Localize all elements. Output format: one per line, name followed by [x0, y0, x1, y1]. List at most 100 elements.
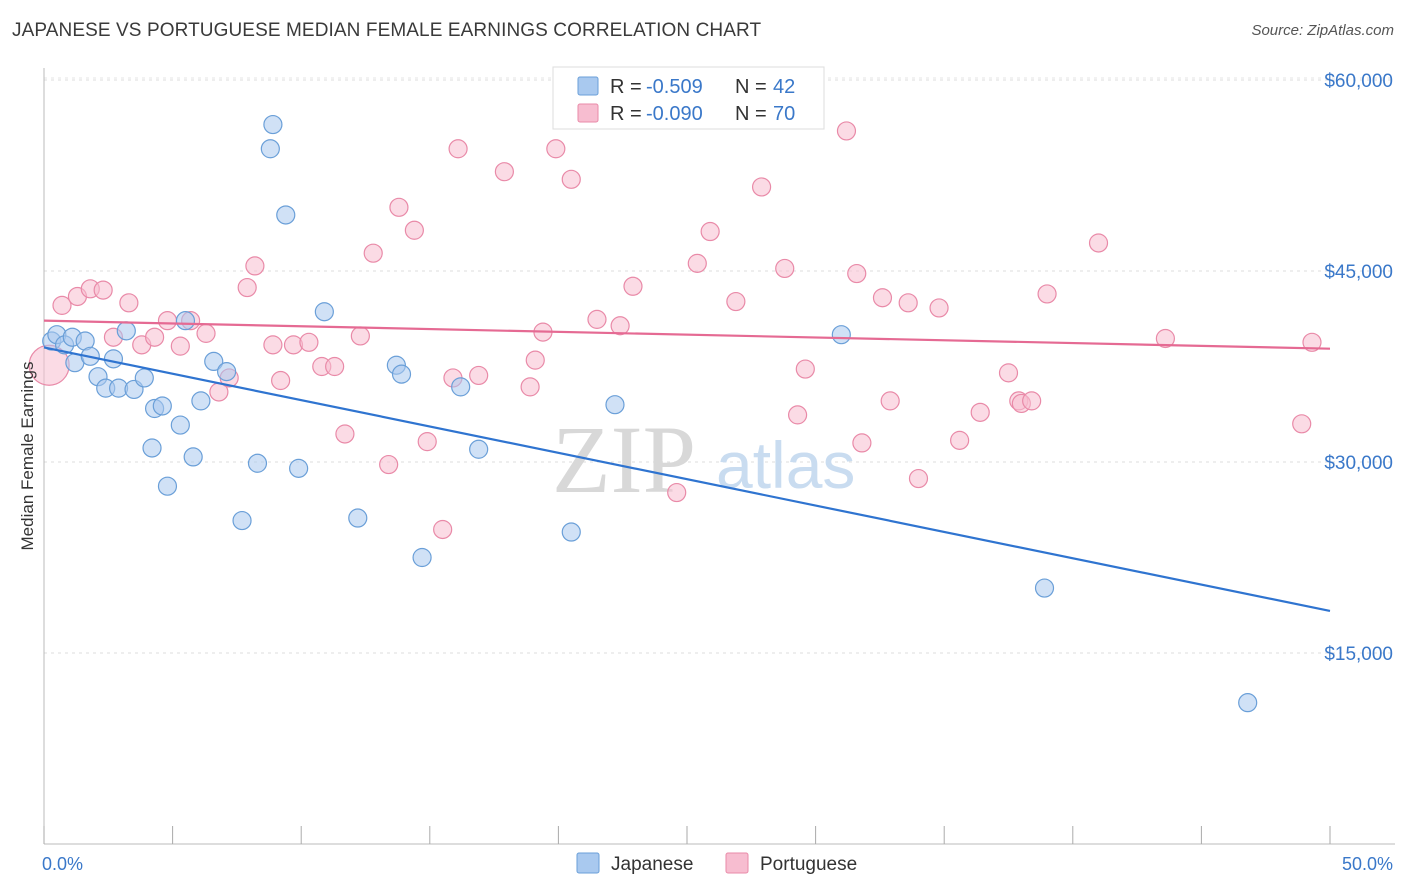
point-portuguese-66 — [1088, 233, 1109, 253]
point-japanese-40 — [1034, 578, 1055, 598]
watermark-atlas: atlas — [716, 428, 855, 502]
point-portuguese-36 — [525, 350, 545, 370]
point-portuguese-27 — [389, 197, 409, 217]
point-portuguese-8 — [144, 327, 165, 347]
data-points — [28, 114, 1322, 713]
point-portuguese-40 — [587, 309, 607, 329]
point-portuguese-61 — [998, 363, 1019, 383]
point-portuguese-39 — [561, 169, 581, 189]
trend-line-portuguese — [43, 319, 1331, 350]
trend-lines — [43, 319, 1331, 613]
point-portuguese-55 — [880, 391, 900, 411]
legend-swatch-japanese — [577, 76, 599, 96]
x-tick-label-end: 50.0% — [1342, 854, 1393, 874]
legend-r-label-portuguese: R = — [610, 103, 642, 125]
legend-r-value-japanese: -0.509 — [646, 76, 703, 98]
point-japanese-38 — [605, 395, 625, 415]
y-tick-label-0: $15,000 — [1324, 644, 1393, 665]
point-japanese-33 — [391, 364, 412, 384]
legend-n-value-japanese: 42 — [773, 76, 795, 98]
point-japanese-11 — [116, 321, 136, 341]
bottom-legend-label-portuguese: Portuguese — [760, 854, 857, 875]
correlation-legend: R = -0.509 N = 42 R = -0.090 N = 70 — [552, 66, 825, 130]
point-japanese-34 — [412, 547, 432, 568]
point-portuguese-28 — [404, 220, 424, 240]
y-tick-label-1: $30,000 — [1324, 453, 1393, 474]
legend-r-value-portuguese: -0.090 — [646, 103, 703, 125]
point-japanese-16 — [152, 396, 172, 416]
point-portuguese-65 — [1037, 284, 1057, 304]
point-japanese-36 — [469, 439, 489, 459]
bottom-legend-swatch-japanese — [576, 852, 600, 874]
point-japanese-37 — [561, 522, 581, 542]
y-tick-labels: $15,000 $30,000 $45,000 $60,000 — [1324, 71, 1393, 665]
point-portuguese-67 — [1155, 328, 1175, 349]
point-japanese-14 — [142, 438, 162, 458]
legend-swatch-portuguese — [577, 103, 599, 123]
point-portuguese-64 — [1022, 391, 1042, 411]
point-japanese-19 — [175, 311, 196, 331]
point-portuguese-29 — [417, 432, 437, 452]
point-portuguese-68 — [1292, 414, 1312, 434]
point-japanese-24 — [232, 510, 252, 531]
point-japanese-31 — [348, 508, 368, 528]
point-portuguese-15 — [237, 277, 257, 298]
point-portuguese-4 — [93, 280, 113, 300]
point-portuguese-58 — [929, 298, 949, 318]
point-portuguese-12 — [196, 323, 216, 343]
point-portuguese-43 — [667, 482, 687, 503]
point-portuguese-59 — [950, 430, 970, 450]
point-portuguese-51 — [836, 121, 857, 141]
point-japanese-13 — [134, 368, 154, 388]
point-japanese-26 — [260, 139, 280, 159]
point-portuguese-48 — [775, 258, 795, 279]
point-portuguese-20 — [299, 332, 319, 352]
point-portuguese-18 — [271, 370, 291, 391]
point-portuguese-60 — [970, 402, 990, 422]
point-portuguese-1 — [52, 295, 72, 315]
point-portuguese-50 — [795, 359, 815, 379]
point-japanese-21 — [191, 391, 211, 411]
point-portuguese-9 — [157, 311, 178, 331]
point-portuguese-53 — [852, 433, 872, 453]
point-portuguese-33 — [469, 365, 489, 386]
point-portuguese-10 — [170, 336, 190, 356]
chart-title: JAPANESE VS PORTUGUESE MEDIAN FEMALE EAR… — [12, 20, 762, 41]
point-japanese-29 — [289, 458, 309, 478]
y-tick-label-2: $45,000 — [1324, 262, 1393, 283]
point-japanese-27 — [263, 114, 283, 135]
point-portuguese-23 — [335, 424, 355, 444]
point-japanese-28 — [276, 205, 296, 225]
legend-n-label-portuguese: N = — [735, 103, 767, 125]
point-portuguese-34 — [494, 162, 514, 182]
point-japanese-41 — [1238, 693, 1258, 713]
legend-r-label-japanese: R = — [610, 76, 642, 98]
point-portuguese-24 — [350, 326, 370, 346]
point-portuguese-46 — [726, 291, 746, 312]
point-portuguese-44 — [687, 253, 707, 273]
point-portuguese-54 — [872, 288, 893, 308]
grid-lines — [44, 77, 1395, 654]
point-japanese-17 — [157, 476, 178, 496]
point-portuguese-45 — [700, 221, 720, 242]
point-portuguese-30 — [433, 519, 453, 540]
x-tick-labels: 0.0% 50.0% — [42, 854, 1393, 874]
bottom-legend-swatch-portuguese — [725, 852, 749, 874]
point-portuguese-69 — [1302, 332, 1322, 352]
point-japanese-35 — [451, 377, 471, 397]
point-japanese-9 — [103, 349, 124, 369]
point-portuguese-49 — [787, 405, 808, 425]
point-portuguese-32 — [448, 139, 468, 159]
series-legend: Japanese Portuguese — [576, 852, 857, 875]
point-portuguese-22 — [325, 356, 345, 377]
point-portuguese-38 — [546, 139, 566, 159]
legend-n-value-portuguese: 70 — [773, 103, 795, 125]
axes — [43, 68, 1395, 845]
point-portuguese-56 — [898, 293, 918, 313]
point-japanese-39 — [831, 325, 851, 345]
point-portuguese-42 — [623, 276, 643, 296]
legend-n-label-japanese: N = — [735, 76, 767, 98]
point-japanese-22 — [204, 351, 224, 372]
watermark: ZIP atlas — [552, 406, 855, 513]
